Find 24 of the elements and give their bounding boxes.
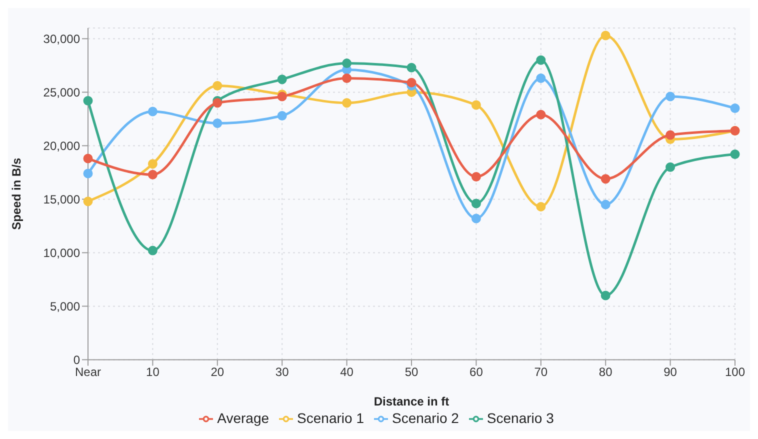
x-axis-title: Distance in ft [374,394,450,409]
y-tick-label: 15,000 [43,192,80,206]
legend-label: Scenario 1 [297,410,364,426]
legend-label: Scenario 3 [486,410,554,426]
x-tick-label: 10 [146,365,160,380]
x-tick-label: 90 [664,365,678,380]
legend-label: Scenario 2 [392,410,459,426]
x-tick-label: 40 [340,365,354,380]
y-axis-title: Speed in B/s [9,158,24,230]
legend-label: Average [217,410,270,426]
y-tick-label: 30,000 [43,32,80,46]
y-tick-label: 5,000 [50,299,80,314]
y-tick-label: 20,000 [43,138,80,153]
y-tick-label: 0 [73,352,80,367]
x-tick-label: 30 [275,365,290,380]
x-tick-label: 50 [404,365,418,380]
x-tick-label: 100 [724,365,746,380]
y-tick-label: 10,000 [43,246,80,260]
x-tick-label: 80 [598,365,613,380]
x-tick-label: Near [74,365,102,380]
y-tick-label: 25,000 [43,85,80,100]
x-tick-label: 60 [470,365,484,380]
x-tick-label: 70 [534,365,548,380]
x-tick-label: 20 [210,365,224,380]
